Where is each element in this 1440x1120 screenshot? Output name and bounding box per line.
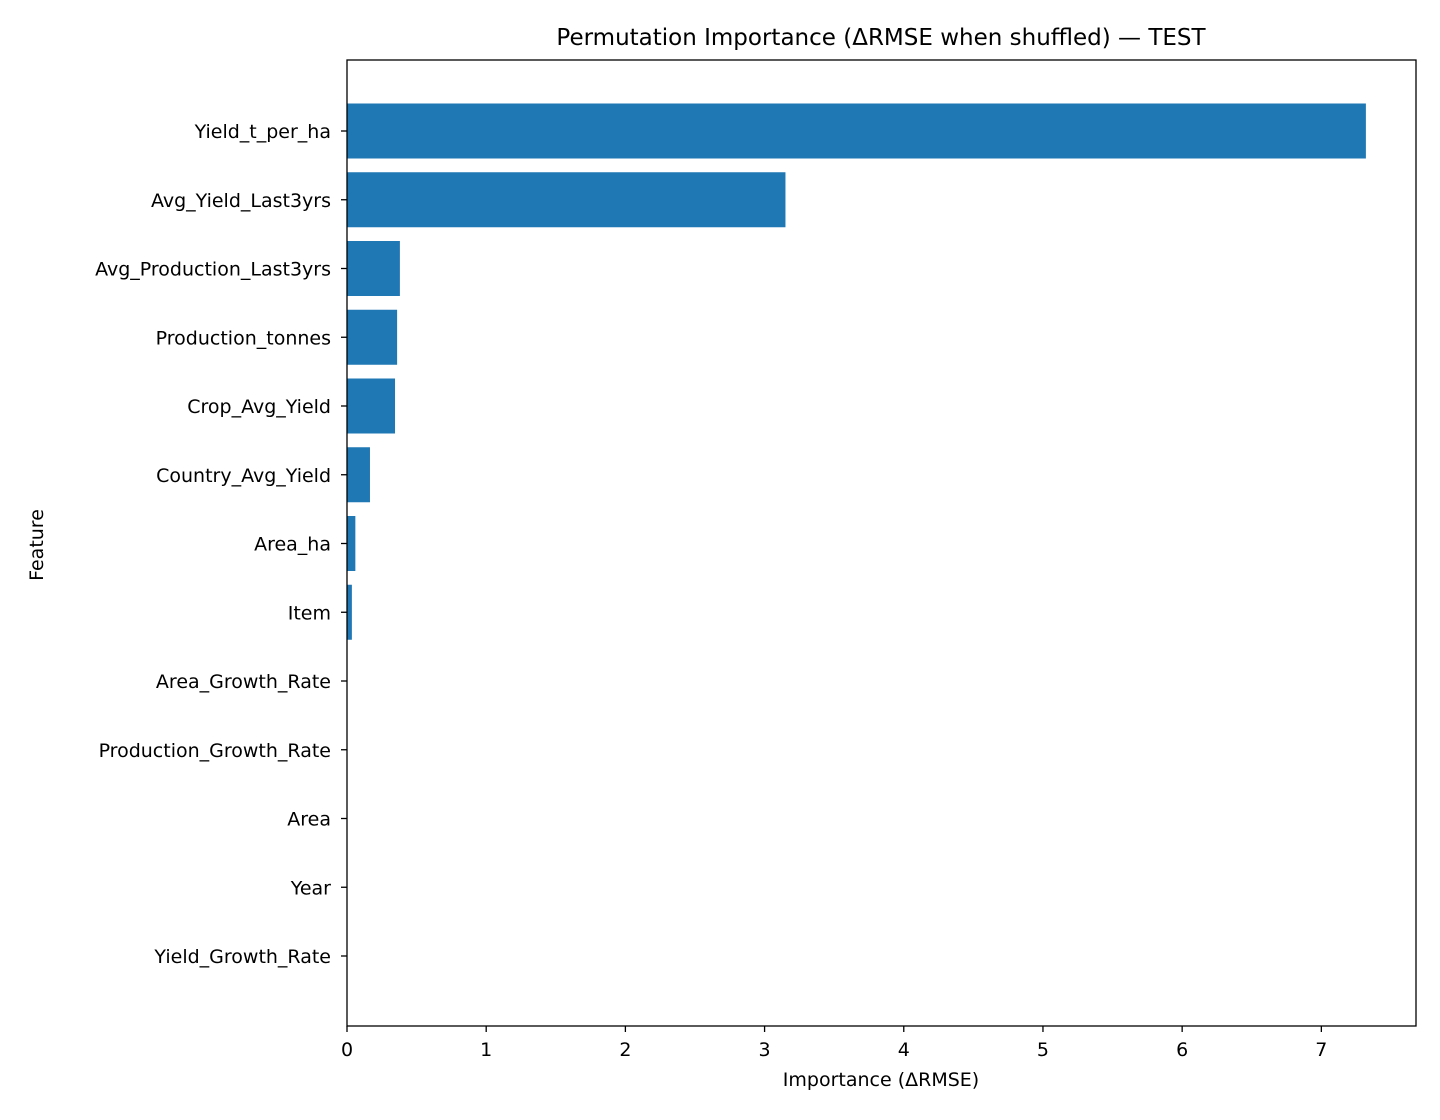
y-tick-label: Avg_Production_Last3yrs [95,259,331,281]
bars-layer [347,103,1366,640]
y-tick-label: Yield_t_per_ha [194,121,331,143]
x-tick-label: 6 [1176,1039,1188,1061]
y-axis-label: Feature [26,509,48,581]
bar-Yield_t_per_ha [347,103,1366,159]
x-tick-label: 1 [480,1039,492,1061]
chart-title: Permutation Importance (ΔRMSE when shuff… [556,25,1206,51]
x-tick-label: 2 [619,1039,631,1061]
y-tick-label: Item [288,602,331,624]
bar-Country_Avg_Yield [347,447,370,503]
y-tick-label: Crop_Avg_Yield [187,396,331,418]
y-tick-label: Production_tonnes [156,327,331,349]
x-axis-label: Importance (ΔRMSE) [783,1069,979,1091]
bar-Crop_Avg_Yield [347,378,396,434]
y-tick-label: Avg_Yield_Last3yrs [151,190,331,212]
y-tick-label: Production_Growth_Rate [99,740,331,762]
x-tick-label: 0 [341,1039,353,1061]
bar-Item [347,584,352,640]
x-tick-label: 3 [759,1039,771,1061]
bar-Avg_Yield_Last3yrs [347,172,786,228]
x-axis: 0 1 2 3 4 5 6 7 [341,1026,1327,1061]
x-tick-label: 7 [1315,1039,1327,1061]
y-tick-label: Country_Avg_Yield [156,465,331,487]
y-tick-label: Yield_Growth_Rate [153,946,331,968]
y-axis: Yield_t_per_ha Avg_Yield_Last3yrs Avg_Prod… [95,121,347,968]
bar-Production_tonnes [347,309,398,365]
y-tick-label: Area [287,809,331,831]
y-tick-label: Area_Growth_Rate [156,671,331,693]
bar-Area_ha [347,516,356,571]
bar-Avg_Production_Last3yrs [347,241,400,296]
x-tick-label: 5 [1037,1039,1049,1061]
y-tick-label: Area_ha [254,534,331,556]
x-tick-label: 4 [898,1039,910,1061]
y-tick-label: Year [290,877,331,899]
